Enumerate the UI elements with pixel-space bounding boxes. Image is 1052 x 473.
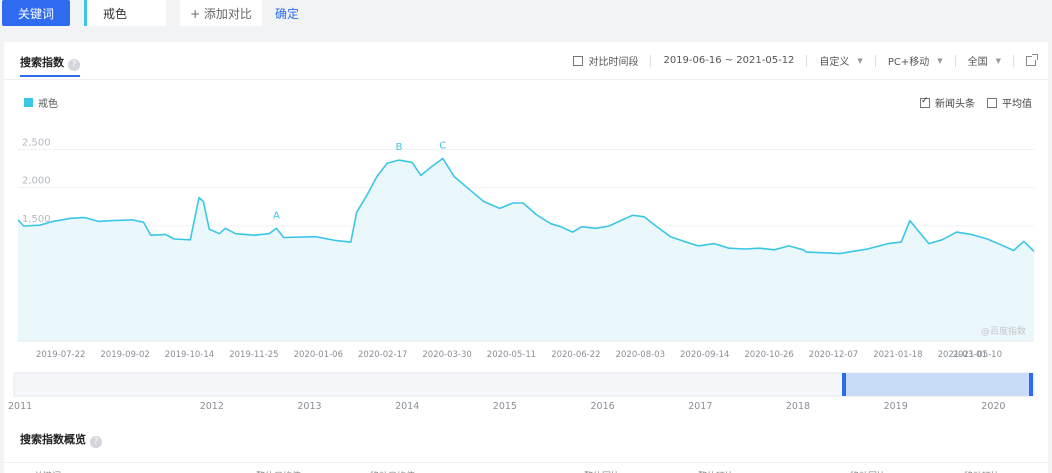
- year-label: 2018: [786, 401, 810, 412]
- x-tick-label: 2021-01-18: [873, 350, 922, 360]
- x-tick-label: 2020-10-26: [744, 350, 793, 360]
- divider: [806, 54, 808, 67]
- custom-range-dropdown[interactable]: 自定义 ▼: [819, 53, 863, 69]
- year-label: 2020: [981, 401, 1005, 412]
- year-label: 2013: [297, 401, 321, 412]
- help-icon[interactable]: ?: [90, 436, 102, 448]
- region-label: 全国: [967, 57, 988, 68]
- device-label: PC+移动: [887, 57, 930, 68]
- overview-title: 搜索指数概览?: [20, 431, 102, 448]
- compare-period-label: 对比时间段: [588, 57, 639, 68]
- confirm-link[interactable]: 确定: [275, 6, 300, 21]
- x-tick-label: 2020-09-14: [680, 350, 729, 360]
- year-label: 2015: [493, 401, 517, 412]
- year-label: 2016: [591, 401, 615, 412]
- divider: [874, 54, 876, 67]
- keyword-button[interactable]: 关键词: [2, 0, 70, 26]
- x-tick-label: 2019-07-22: [36, 350, 85, 360]
- date-range-picker[interactable]: 2019-06-16 ~ 2021-05-12: [663, 55, 794, 66]
- divider: [954, 54, 956, 67]
- checkbox-icon: [573, 55, 584, 66]
- panel-controls: 对比时间段 2019-06-16 ~ 2021-05-12 自定义 ▼ PC+移…: [573, 53, 1038, 69]
- x-tick-label: 2020-02-17: [358, 350, 407, 360]
- table-column-header[interactable]: 整体日均值: [256, 469, 301, 473]
- range-handle-end[interactable]: [1029, 373, 1033, 396]
- year-label: 2011: [8, 401, 32, 412]
- news-checkbox[interactable]: 新闻头条: [920, 95, 975, 110]
- keyword-bar: 关键词 戒色 + 添加对比 确定: [0, 0, 1052, 30]
- range-handle-start[interactable]: [842, 373, 846, 396]
- device-dropdown[interactable]: PC+移动 ▼: [887, 53, 943, 69]
- x-tick-label: 2020-12-07: [809, 350, 858, 360]
- x-tick-label: 2021-05-10: [953, 350, 1002, 360]
- range-navigator[interactable]: [13, 372, 1035, 397]
- page-title: 搜索指数?: [20, 54, 80, 71]
- chart-options: 新闻头条 平均值: [908, 95, 1032, 110]
- table-column-header[interactable]: 移动环比: [964, 469, 1000, 473]
- checkbox-icon: [987, 97, 997, 108]
- x-tick-label: 2019-11-25: [229, 350, 278, 360]
- compare-period-checkbox[interactable]: 对比时间段: [573, 53, 638, 68]
- date-range-label: 2019-06-16 ~ 2021-05-12: [663, 55, 795, 66]
- year-label: 2019: [884, 401, 908, 412]
- series-area: [18, 158, 1034, 341]
- y-tick-label: 2,000: [22, 176, 51, 187]
- search-index-chart[interactable]: 2,5002,0001,5001,000500ABC@百度指数2019-07-2…: [4, 112, 1048, 417]
- year-label: 2012: [200, 401, 224, 412]
- x-tick-label: 2020-08-03: [616, 350, 665, 360]
- legend-swatch: [24, 98, 33, 107]
- panel-header: 搜索指数? 对比时间段 2019-06-16 ~ 2021-05-12 自定义 …: [4, 42, 1048, 80]
- annotation-marker: C: [439, 141, 446, 152]
- region-dropdown[interactable]: 全国 ▼: [967, 53, 1001, 69]
- average-checkbox[interactable]: 平均值: [987, 95, 1032, 110]
- chevron-down-icon: ▼: [857, 56, 863, 65]
- panel-title: 搜索指数: [20, 56, 64, 69]
- annotation-marker: B: [396, 142, 403, 153]
- search-index-panel: 搜索指数? 对比时间段 2019-06-16 ~ 2021-05-12 自定义 …: [4, 42, 1048, 473]
- checkbox-checked-icon: [920, 96, 930, 108]
- keyword-chip[interactable]: 戒色: [84, 0, 166, 26]
- divider: [1013, 54, 1014, 67]
- table-column-header[interactable]: 移动同比: [850, 469, 886, 473]
- x-tick-label: 2021-03-01: [938, 350, 987, 360]
- y-tick-label: 1,500: [22, 214, 51, 225]
- y-tick-label: 2,500: [22, 137, 51, 148]
- x-tick-label: 2020-05-11: [487, 350, 536, 360]
- range-selection[interactable]: [844, 373, 1032, 396]
- table-column-header[interactable]: 整体同比: [584, 469, 620, 473]
- x-tick-label: 2020-06-22: [551, 350, 600, 360]
- overview-table-header: 关键词 整体日均值 移动日均值 整体同比 整体环比 移动同比 移动环比: [4, 462, 1048, 473]
- series-line: [17, 157, 1035, 255]
- year-label: 2017: [688, 401, 712, 412]
- add-compare-button[interactable]: + 添加对比: [180, 0, 262, 26]
- legend-label: 戒色: [38, 99, 58, 110]
- table-column-header[interactable]: 移动日均值: [370, 469, 415, 473]
- title-underline: [20, 75, 80, 77]
- x-tick-label: 2019-10-14: [165, 350, 214, 360]
- annotation-marker: A: [273, 210, 280, 221]
- year-label: 2014: [395, 401, 419, 412]
- x-tick-label: 2020-03-30: [422, 350, 471, 360]
- external-link-icon: [1026, 53, 1038, 66]
- table-column-header[interactable]: 整体环比: [698, 469, 734, 473]
- table-column-header[interactable]: 关键词: [34, 469, 61, 473]
- chevron-down-icon: ▼: [937, 56, 943, 65]
- news-label: 新闻头条: [935, 99, 975, 110]
- help-icon[interactable]: ?: [68, 59, 80, 71]
- average-label: 平均值: [1002, 99, 1032, 110]
- export-button[interactable]: [1026, 53, 1038, 66]
- overview-title-text: 搜索指数概览: [20, 433, 86, 446]
- watermark: @百度指数: [981, 325, 1026, 337]
- x-tick-label: 2020-01-06: [294, 350, 343, 360]
- chart-legend[interactable]: 戒色: [24, 95, 58, 110]
- divider: [650, 54, 652, 67]
- chevron-down-icon: ▼: [995, 56, 1001, 65]
- custom-range-label: 自定义: [819, 57, 850, 68]
- x-tick-label: 2019-09-02: [100, 350, 149, 360]
